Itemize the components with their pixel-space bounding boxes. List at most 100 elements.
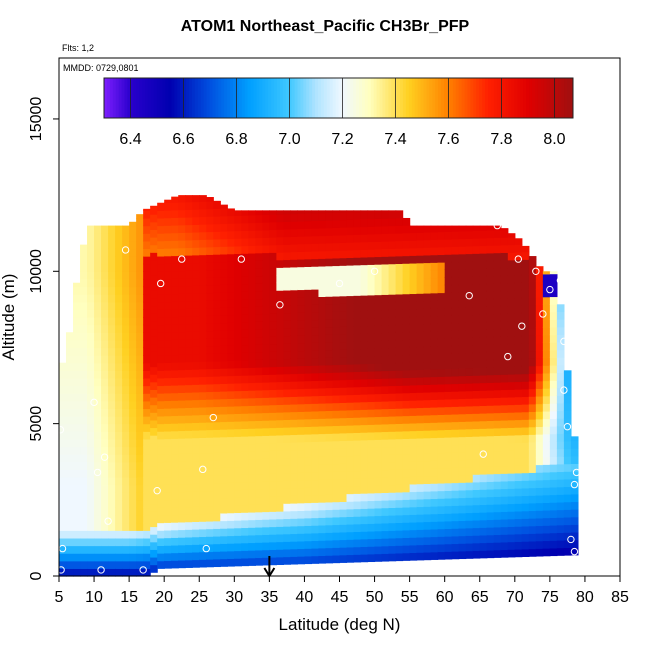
heatmap-cell	[458, 428, 467, 438]
heatmap-cell	[206, 345, 214, 354]
sample-point	[139, 566, 147, 574]
heatmap-cell	[213, 360, 221, 369]
heatmap-cell	[101, 377, 109, 387]
heatmap-cell	[101, 476, 109, 486]
heatmap-cell	[213, 513, 221, 522]
heatmap-cell	[276, 427, 284, 436]
heatmap-cell	[346, 455, 355, 464]
heatmap-cell	[458, 413, 467, 422]
heatmap-cell	[507, 305, 516, 314]
heatmap-cell	[367, 218, 376, 227]
heatmap-cell	[479, 413, 488, 422]
heatmap-cell	[395, 362, 404, 371]
heatmap-cell	[437, 254, 446, 263]
heatmap-cell	[465, 398, 474, 407]
heatmap-cell	[367, 211, 376, 220]
heatmap-cell	[451, 535, 460, 545]
heatmap-cell	[290, 495, 299, 504]
heatmap-cell	[444, 429, 453, 438]
heatmap-cell	[402, 430, 411, 439]
heatmap-cell	[87, 294, 95, 303]
heatmap-cell	[129, 339, 137, 349]
heatmap-cell	[269, 419, 277, 429]
heatmap-cell	[143, 515, 151, 524]
heatmap-cell	[101, 423, 109, 432]
heatmap-cell	[269, 541, 277, 550]
heatmap-cell	[199, 195, 207, 202]
heatmap-cell	[171, 240, 179, 249]
heatmap-cell	[248, 511, 256, 521]
heatmap-cell	[556, 440, 565, 450]
colorbar-segment	[315, 78, 319, 118]
heatmap-cell	[437, 231, 446, 240]
heatmap-cell	[360, 234, 369, 243]
heatmap-cell	[129, 355, 137, 364]
heatmap-cell	[87, 507, 95, 516]
heatmap-cell	[234, 428, 242, 437]
heatmap-cell	[430, 544, 439, 553]
heatmap-cell	[472, 405, 481, 414]
heatmap-cell	[346, 364, 355, 373]
heatmap-cell	[108, 347, 116, 356]
heatmap-cell	[416, 422, 425, 431]
heatmap-cell	[101, 233, 109, 242]
heatmap-cell	[486, 336, 495, 345]
heatmap-cell	[465, 283, 474, 293]
heatmap-cell	[122, 423, 130, 432]
heatmap-cell	[549, 502, 558, 511]
heatmap-cell	[304, 388, 313, 397]
heatmap-cell	[241, 210, 249, 216]
heatmap-cell	[507, 236, 516, 246]
heatmap-cell	[563, 486, 572, 495]
heatmap-cell	[388, 347, 397, 356]
colorbar-segment	[485, 78, 489, 118]
heatmap-cell	[465, 520, 474, 529]
colorbar-segment	[197, 78, 202, 118]
heatmap-cell	[479, 237, 488, 247]
heatmap-cell	[171, 491, 179, 500]
heatmap-cell	[213, 246, 221, 255]
heatmap-cell	[297, 426, 306, 435]
heatmap-cell	[171, 293, 179, 302]
heatmap-cell	[73, 476, 81, 486]
heatmap-cell	[325, 379, 334, 389]
colorbar-segment	[394, 78, 398, 118]
heatmap-cell	[374, 424, 383, 433]
colorbar-segment	[177, 78, 181, 118]
heatmap-cell	[514, 282, 523, 291]
heatmap-cell	[255, 412, 263, 421]
heatmap-cell	[493, 404, 502, 414]
heatmap-cell	[367, 546, 376, 555]
heatmap-cell	[563, 509, 572, 518]
heatmap-cell	[360, 485, 369, 494]
colorbar-segment	[344, 78, 348, 118]
heatmap-cell	[297, 258, 306, 268]
heatmap-cell	[367, 256, 376, 265]
heatmap-cell	[360, 287, 369, 296]
heatmap-cell	[73, 400, 81, 410]
heatmap-cell	[80, 469, 88, 478]
heatmap-cell	[528, 533, 537, 542]
heatmap-cell	[129, 469, 137, 478]
heatmap-cell	[122, 560, 130, 569]
heatmap-cell	[234, 276, 242, 285]
heatmap-cell	[528, 289, 537, 298]
heatmap-cell	[227, 505, 235, 514]
heatmap-cell	[108, 515, 116, 524]
heatmap-cell	[444, 246, 453, 255]
heatmap-cell	[416, 277, 425, 287]
heatmap-cell	[451, 322, 460, 331]
heatmap-cell	[87, 271, 95, 280]
heatmap-cell	[290, 442, 299, 451]
heatmap-cell	[178, 537, 186, 546]
heatmap-cell	[241, 268, 249, 277]
heatmap-cell	[542, 479, 551, 488]
heatmap-cell	[528, 434, 537, 443]
heatmap-cell	[444, 482, 453, 491]
heatmap-cell	[178, 430, 186, 439]
heatmap-cell	[108, 446, 116, 455]
heatmap-cell	[192, 445, 200, 454]
heatmap-cell	[101, 522, 109, 531]
heatmap-cell	[374, 492, 383, 501]
heatmap-cell	[430, 323, 439, 332]
